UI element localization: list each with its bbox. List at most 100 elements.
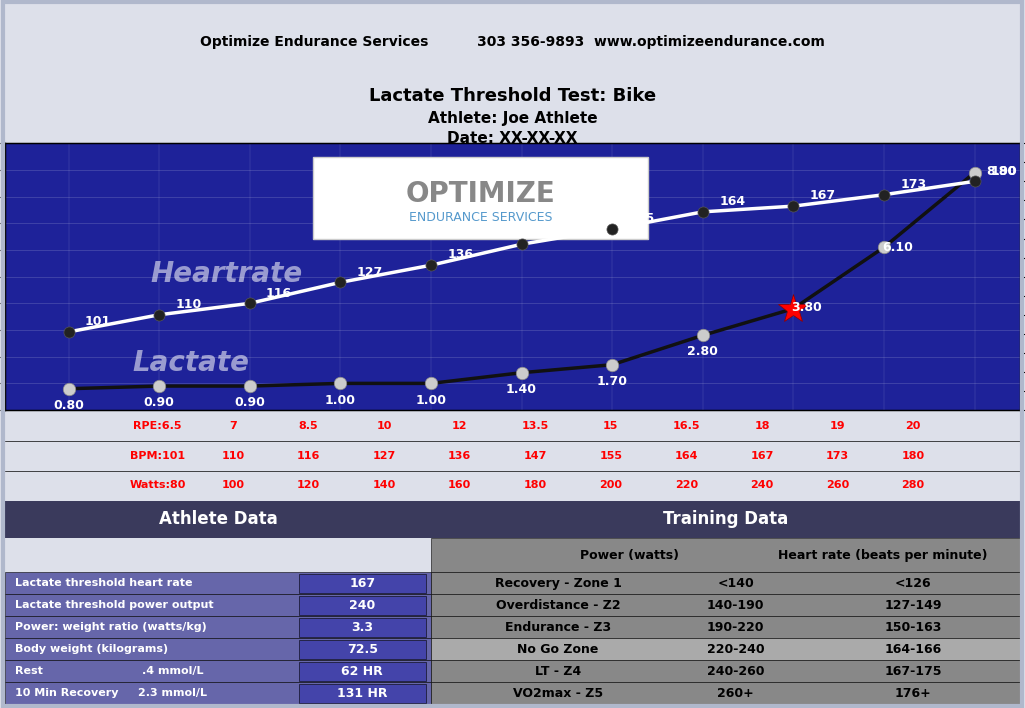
- Text: Athlete: Joe Athlete: Athlete: Joe Athlete: [427, 110, 598, 126]
- Text: Athlete Data: Athlete Data: [159, 510, 278, 528]
- Text: 220-240: 220-240: [707, 643, 765, 656]
- Bar: [432, 617, 1020, 639]
- Text: 8.5: 8.5: [298, 421, 319, 431]
- Bar: [5, 661, 432, 683]
- Text: 164-166: 164-166: [885, 643, 942, 656]
- Text: Endurance - Z3: Endurance - Z3: [505, 621, 611, 634]
- Text: 260: 260: [826, 480, 849, 490]
- Text: 164: 164: [720, 195, 745, 208]
- Text: OPTIMIZE: OPTIMIZE: [406, 180, 556, 208]
- Text: 240: 240: [750, 480, 774, 490]
- Text: Rest: Rest: [15, 666, 43, 676]
- Text: 16.5: 16.5: [672, 421, 700, 431]
- Text: 167: 167: [350, 577, 375, 590]
- Text: 7: 7: [230, 421, 237, 431]
- Text: Lactate: Lactate: [132, 349, 249, 377]
- Text: 10: 10: [376, 421, 392, 431]
- Text: 101: 101: [85, 315, 111, 328]
- Text: 20: 20: [905, 421, 920, 431]
- Text: <140: <140: [718, 577, 754, 590]
- Text: 167: 167: [810, 189, 835, 202]
- Text: 0.80: 0.80: [53, 399, 84, 412]
- Text: Lactate Threshold Test: Bike: Lactate Threshold Test: Bike: [369, 87, 656, 105]
- Text: 220: 220: [674, 480, 698, 490]
- Text: Power (watts): Power (watts): [580, 549, 679, 561]
- Bar: [5, 617, 432, 639]
- Text: 167: 167: [750, 450, 774, 461]
- Text: Watts:80: Watts:80: [129, 480, 186, 490]
- Text: <126: <126: [895, 577, 932, 590]
- Bar: [432, 683, 1020, 704]
- Text: 147: 147: [538, 227, 564, 241]
- Text: 160: 160: [448, 480, 472, 490]
- Bar: [432, 594, 1020, 617]
- Text: 120: 120: [297, 480, 320, 490]
- Text: 140: 140: [372, 480, 396, 490]
- Text: 280: 280: [902, 480, 925, 490]
- Bar: [432, 501, 1020, 538]
- Text: LT - Z4: LT - Z4: [535, 665, 581, 678]
- Text: 127-149: 127-149: [885, 599, 942, 612]
- Bar: [299, 596, 426, 615]
- Bar: [5, 572, 432, 594]
- Text: 180: 180: [991, 164, 1017, 178]
- Text: 62 HR: 62 HR: [341, 665, 383, 678]
- Text: 116: 116: [297, 450, 320, 461]
- Bar: [5, 683, 432, 704]
- Text: 1.70: 1.70: [597, 375, 627, 388]
- Text: 10 Min Recovery: 10 Min Recovery: [15, 688, 119, 699]
- Text: Date: XX-XX-XX: Date: XX-XX-XX: [447, 131, 578, 146]
- Text: 240: 240: [350, 599, 375, 612]
- Text: Lactate threshold heart rate: Lactate threshold heart rate: [15, 578, 193, 588]
- Text: 147: 147: [524, 450, 547, 461]
- Text: 1.00: 1.00: [415, 394, 447, 406]
- Text: 176+: 176+: [895, 687, 932, 700]
- Text: 131 HR: 131 HR: [337, 687, 387, 700]
- Text: 164: 164: [674, 450, 698, 461]
- Text: 150-163: 150-163: [885, 621, 942, 634]
- Text: 140-190: 140-190: [707, 599, 765, 612]
- Text: Optimize Endurance Services          303 356-9893  www.optimizeendurance.com: Optimize Endurance Services 303 356-9893…: [200, 35, 825, 49]
- Text: 155: 155: [600, 450, 622, 461]
- Bar: [432, 572, 1020, 594]
- Text: 240-260: 240-260: [707, 665, 765, 678]
- Text: Lactate threshold power output: Lactate threshold power output: [15, 600, 214, 610]
- Text: Heart rate (beats per minute): Heart rate (beats per minute): [778, 549, 988, 561]
- Text: RPE:6.5: RPE:6.5: [133, 421, 181, 431]
- Bar: [299, 684, 426, 703]
- Text: 155: 155: [628, 212, 655, 225]
- Text: 0.90: 0.90: [144, 396, 174, 409]
- Text: 136: 136: [448, 450, 472, 461]
- Text: 200: 200: [600, 480, 622, 490]
- Text: 12: 12: [452, 421, 467, 431]
- Text: 72.5: 72.5: [346, 643, 378, 656]
- Text: BPM:101: BPM:101: [130, 450, 186, 461]
- Bar: [5, 501, 432, 538]
- Bar: [432, 538, 1020, 572]
- Text: 167-175: 167-175: [885, 665, 942, 678]
- Text: 1.40: 1.40: [506, 383, 537, 396]
- Text: Recovery - Zone 1: Recovery - Zone 1: [495, 577, 621, 590]
- Text: 3.3: 3.3: [352, 621, 373, 634]
- Text: 260+: 260+: [718, 687, 754, 700]
- Text: Body weight (kilograms): Body weight (kilograms): [15, 644, 168, 654]
- Text: ENDURANCE SERVICES: ENDURANCE SERVICES: [409, 212, 552, 224]
- Text: 173: 173: [826, 450, 849, 461]
- Text: 6.10: 6.10: [883, 241, 913, 253]
- Text: 19: 19: [829, 421, 846, 431]
- Bar: [432, 639, 1020, 661]
- Text: 116: 116: [266, 287, 292, 299]
- Text: Overdistance - Z2: Overdistance - Z2: [496, 599, 620, 612]
- Text: 110: 110: [175, 298, 202, 311]
- Text: 127: 127: [357, 266, 383, 278]
- Text: Training Data: Training Data: [663, 510, 788, 528]
- Text: 173: 173: [900, 178, 927, 191]
- Text: 3.80: 3.80: [791, 301, 822, 314]
- Text: 180: 180: [902, 450, 925, 461]
- Text: 2.80: 2.80: [688, 346, 719, 358]
- Text: 1.00: 1.00: [325, 394, 356, 406]
- Text: Power: weight ratio (watts/kg): Power: weight ratio (watts/kg): [15, 622, 207, 632]
- Bar: [299, 640, 426, 658]
- Text: 180: 180: [524, 480, 547, 490]
- Bar: [299, 574, 426, 593]
